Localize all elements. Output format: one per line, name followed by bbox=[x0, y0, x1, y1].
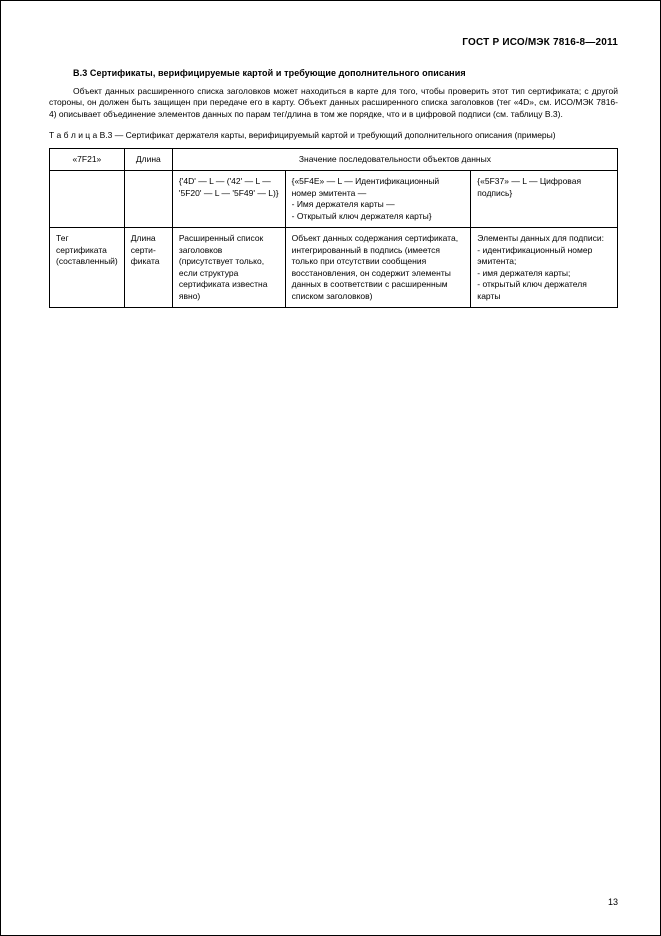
table-caption: Т а б л и ц а B.3 — Сертификат держателя… bbox=[49, 130, 618, 141]
table-cell bbox=[124, 171, 172, 228]
table-row: {'4D' — L — ('42' — L — '5F20' — L — '5F… bbox=[50, 171, 618, 228]
table-row: «7F21» Длина Значение последовательности… bbox=[50, 148, 618, 170]
table-header-cell: Значение последовательности объектов дан… bbox=[172, 148, 617, 170]
table-cell: {«5F4E» — L — Идентификационный номер эм… bbox=[285, 171, 471, 228]
table-cell: Элементы данных для под­писи: идентифика… bbox=[471, 228, 618, 308]
list-item: имя держателя карты; bbox=[477, 268, 611, 279]
table-cell: Длина серти­фиката bbox=[124, 228, 172, 308]
list-item: идентификационный но­мер эмитента; bbox=[477, 245, 611, 268]
page-number: 13 bbox=[608, 897, 618, 907]
page-container: ГОСТ Р ИСО/МЭК 7816-8—2011 B.3 Сертифика… bbox=[0, 0, 661, 936]
list-item: открытый ключ держателя карты bbox=[477, 279, 611, 302]
table-cell bbox=[50, 171, 125, 228]
table-caption-text: Сертификат держателя карты, верифицируем… bbox=[126, 130, 556, 140]
table-cell: {'4D' — L — ('42' — L — '5F20' — L — '5F… bbox=[172, 171, 285, 228]
document-header: ГОСТ Р ИСО/МЭК 7816-8—2011 bbox=[49, 37, 618, 48]
cell-list: Имя держателя карты — Открытый ключ держ… bbox=[292, 199, 465, 222]
list-item: Имя держателя карты — bbox=[292, 199, 465, 210]
cell-text: Элементы данных для под­писи: bbox=[477, 233, 604, 243]
table-cell: {«5F37» — L — Цифровая подпись} bbox=[471, 171, 618, 228]
body-paragraph: Объект данных расширенного списка заголо… bbox=[49, 86, 618, 120]
table-header-cell: Длина bbox=[124, 148, 172, 170]
list-item: Открытый ключ держателя карты} bbox=[292, 211, 465, 222]
table-cell: Тег сертификата (составленный) bbox=[50, 228, 125, 308]
table-cell: Расширенный спи­сок заголовков (присутст… bbox=[172, 228, 285, 308]
table-caption-prefix: Т а б л и ц а B.3 — bbox=[49, 130, 126, 140]
cell-text: {«5F4E» — L — Идентификационный номер эм… bbox=[292, 176, 440, 197]
cell-list: идентификационный но­мер эмитента; имя д… bbox=[477, 245, 611, 302]
section-title: B.3 Сертификаты, верифицируемые картой и… bbox=[49, 68, 618, 78]
certificate-table: «7F21» Длина Значение последовательности… bbox=[49, 148, 618, 308]
table-header-cell: «7F21» bbox=[50, 148, 125, 170]
table-row: Тег сертификата (составленный) Длина сер… bbox=[50, 228, 618, 308]
table-cell: Объект данных содержания сер­тификата, и… bbox=[285, 228, 471, 308]
